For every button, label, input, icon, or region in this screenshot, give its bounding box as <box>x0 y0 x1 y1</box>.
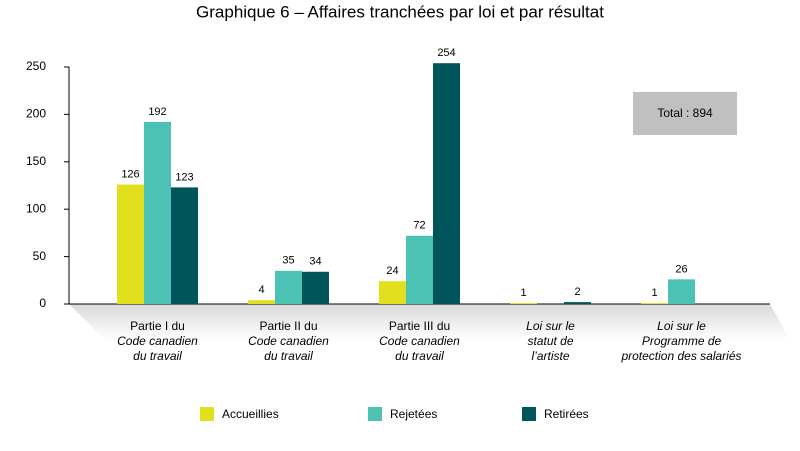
x-tick-label: Partie II du <box>259 319 317 333</box>
bar <box>406 235 433 304</box>
bar <box>171 187 198 304</box>
y-tick-label: 150 <box>26 154 46 168</box>
bar <box>144 121 171 304</box>
value-label: 2 <box>574 286 580 298</box>
y-tick-label: 100 <box>26 201 46 215</box>
value-label: 254 <box>437 47 455 59</box>
floor-shadow <box>69 304 790 340</box>
x-tick-label: protection des salariés <box>620 349 741 363</box>
legend-swatch <box>522 407 536 421</box>
x-tick-label: du travail <box>264 349 313 363</box>
y-tick-label: 0 <box>39 296 46 310</box>
bar <box>302 271 329 304</box>
bar <box>641 303 668 304</box>
x-tick-label: Partie I du <box>130 319 185 333</box>
total-label: Total : 894 <box>657 106 713 120</box>
value-label: 1 <box>651 287 657 299</box>
legend-label: Accueillies <box>222 407 279 421</box>
bar <box>275 270 302 304</box>
bar <box>117 184 144 304</box>
total-box <box>633 92 737 135</box>
legend-label: Rejetées <box>390 407 437 421</box>
legend-swatch <box>200 407 214 421</box>
value-label: 192 <box>148 106 166 118</box>
bar <box>668 279 695 304</box>
value-label: 72 <box>413 220 425 232</box>
x-tick-label: du travail <box>395 349 444 363</box>
bar <box>248 300 275 304</box>
x-tick-label: Partie III du <box>389 319 450 333</box>
x-tick-label: Code canadien <box>379 334 460 348</box>
bar <box>510 303 537 304</box>
value-label: 123 <box>175 171 193 183</box>
x-tick-label: Loi sur le <box>657 319 706 333</box>
value-label: 26 <box>675 263 687 275</box>
x-tick-label: Loi sur le <box>526 319 575 333</box>
x-tick-label: Programme de <box>642 334 722 348</box>
bar <box>379 281 406 304</box>
legend-label: Retirées <box>544 407 589 421</box>
chart-title: Graphique 6 – Affaires tranchées par loi… <box>196 2 604 21</box>
x-tick-label: Code canadien <box>248 334 329 348</box>
value-label: 24 <box>386 265 398 277</box>
x-tick-label: l’artiste <box>531 349 569 363</box>
x-tick-label: statut de <box>527 334 573 348</box>
value-label: 126 <box>121 168 139 180</box>
x-tick-label: Code canadien <box>117 334 198 348</box>
bar <box>564 302 591 304</box>
value-label: 34 <box>309 256 321 268</box>
y-tick-label: 50 <box>33 249 47 263</box>
legend-swatch <box>368 407 382 421</box>
value-label: 4 <box>258 284 264 296</box>
x-tick-label: du travail <box>133 349 182 363</box>
y-tick-label: 200 <box>26 107 46 121</box>
value-label: 35 <box>282 255 294 267</box>
value-label: 1 <box>520 287 526 299</box>
y-tick-label: 250 <box>26 59 46 73</box>
bar <box>433 63 460 304</box>
